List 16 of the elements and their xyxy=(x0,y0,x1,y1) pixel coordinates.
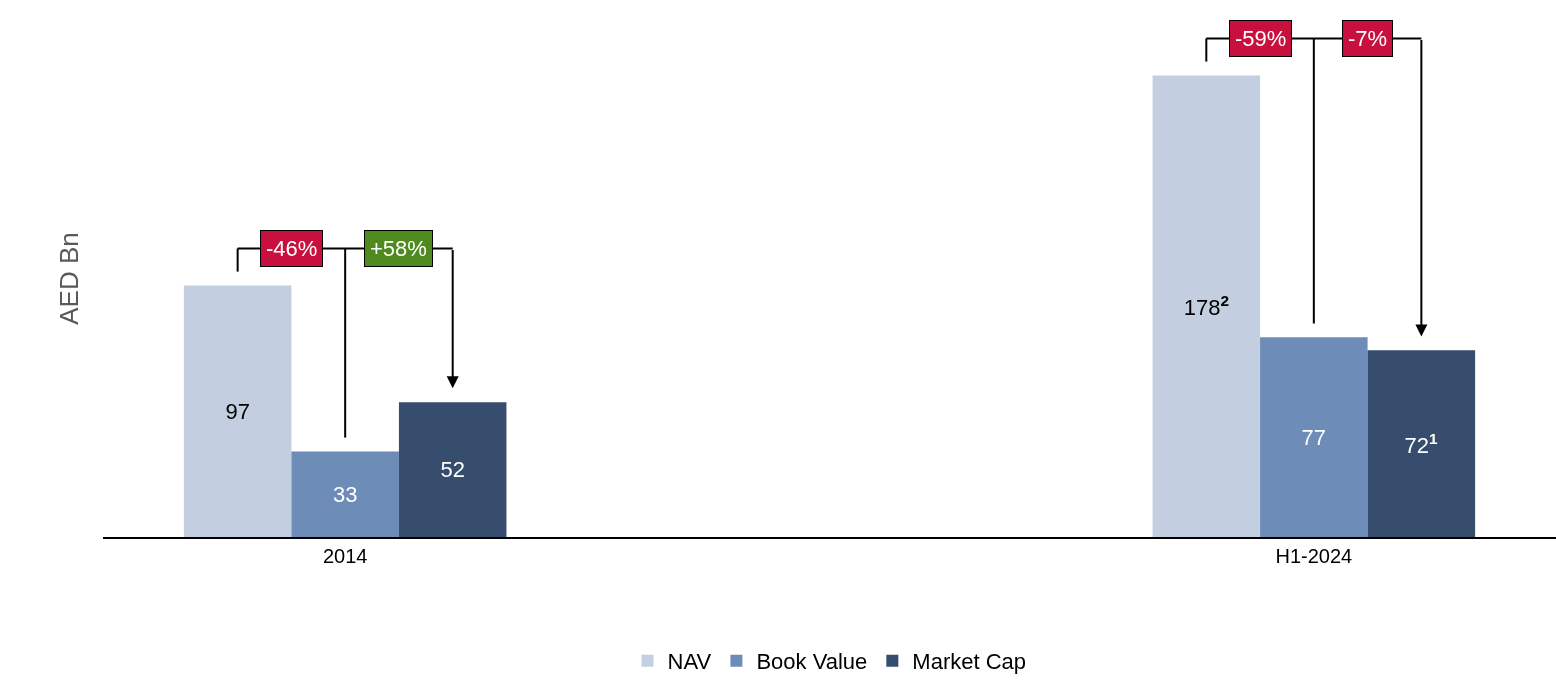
legend-label: NAV xyxy=(667,649,712,675)
legend-label: Market Cap xyxy=(912,649,1027,675)
text: -7% xyxy=(1348,26,1388,51)
y-axis-title: AED Bn xyxy=(54,232,85,325)
data-label: 97 xyxy=(225,398,250,424)
text: -59% xyxy=(1235,26,1287,51)
x-tick-label: H1-2024 xyxy=(1275,545,1353,567)
legend-label: Book Value xyxy=(756,649,868,675)
data-label: 72$^{1}$ xyxy=(1404,429,1439,458)
data-label: 33 xyxy=(332,481,358,507)
data-label: 178$^{2}$ xyxy=(1183,292,1229,321)
x-tick-label: 2014 xyxy=(322,545,368,567)
annotation: -46% xyxy=(266,236,318,261)
data-label: 77 xyxy=(1301,424,1327,450)
data-label: 52 xyxy=(440,457,465,483)
annotation: +58% xyxy=(370,236,427,261)
